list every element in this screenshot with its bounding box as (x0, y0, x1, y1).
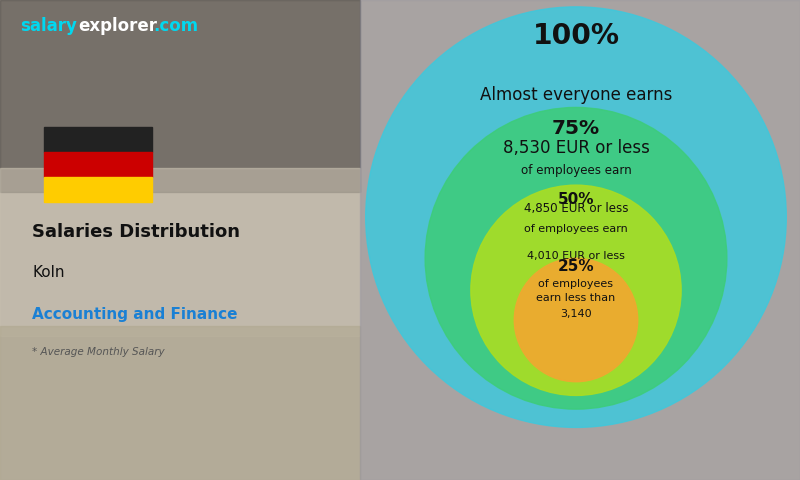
FancyBboxPatch shape (44, 127, 152, 152)
Text: 50%: 50% (558, 192, 594, 207)
Text: 100%: 100% (533, 22, 619, 50)
Bar (360, 0, 800, 480)
Bar (0, 0, 360, 192)
Text: Salaries Distribution: Salaries Distribution (32, 223, 240, 241)
Text: .com: .com (154, 17, 198, 35)
Text: of employees earn: of employees earn (521, 164, 631, 177)
Bar (0, 326, 360, 480)
Text: 25%: 25% (558, 259, 594, 275)
Circle shape (366, 7, 786, 427)
Text: 4,850 EUR or less: 4,850 EUR or less (524, 202, 628, 216)
Circle shape (471, 185, 681, 396)
Text: Koln: Koln (32, 265, 65, 280)
Text: earn less than: earn less than (536, 293, 616, 303)
Text: 75%: 75% (552, 119, 600, 138)
Text: explorer: explorer (78, 17, 158, 35)
Text: 4,010 EUR or less: 4,010 EUR or less (527, 251, 625, 261)
Text: Accounting and Finance: Accounting and Finance (32, 307, 238, 322)
Text: 8,530 EUR or less: 8,530 EUR or less (502, 139, 650, 157)
Text: * Average Monthly Salary: * Average Monthly Salary (32, 347, 165, 357)
FancyBboxPatch shape (44, 177, 152, 202)
Text: salary: salary (20, 17, 77, 35)
Text: of employees earn: of employees earn (524, 224, 628, 234)
Text: of employees: of employees (538, 279, 614, 289)
FancyBboxPatch shape (44, 152, 152, 177)
Bar (0, 168, 360, 336)
Circle shape (514, 258, 638, 382)
Text: Almost everyone earns: Almost everyone earns (480, 86, 672, 104)
Text: 3,140: 3,140 (560, 309, 592, 319)
Circle shape (425, 108, 727, 409)
